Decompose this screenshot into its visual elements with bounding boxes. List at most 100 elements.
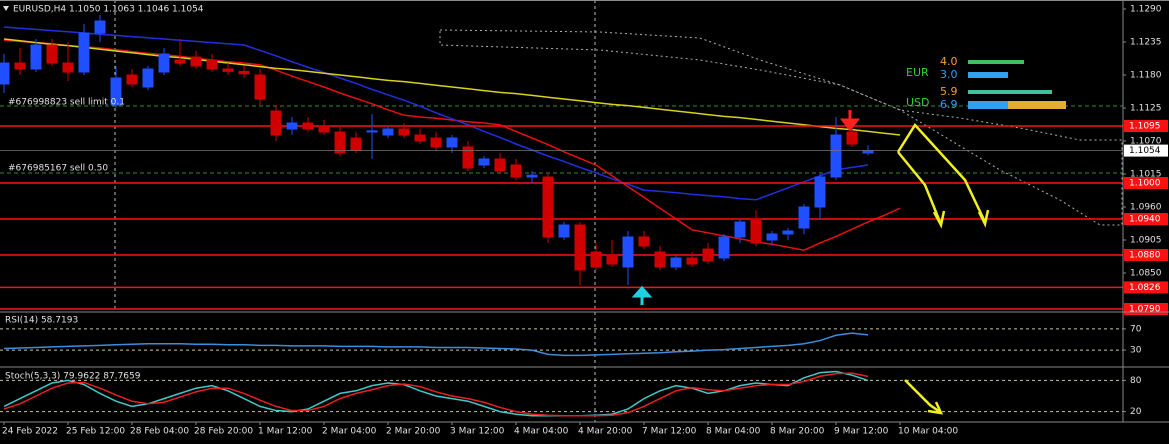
currency: USD: [906, 96, 930, 109]
currency: EUR: [906, 66, 929, 79]
indicator-line: [3, 332, 869, 357]
y-tick-label: 30: [1130, 346, 1142, 356]
strength: 4.0: [940, 55, 958, 68]
forecast-arrows: [896, 122, 990, 415]
level-label: 1.1000: [1129, 179, 1161, 189]
x-tick-label: 8 Mar 04:00: [706, 427, 761, 437]
level-tag: [1124, 120, 1168, 132]
candle-body: [0, 62, 10, 85]
candle-body: [542, 176, 554, 238]
menu-triangle[interactable]: [3, 6, 9, 11]
candle-body: [750, 218, 762, 244]
x-tick-label: 8 Mar 20:00: [770, 427, 825, 437]
y-tick-label: 80: [1130, 376, 1142, 386]
x-tick-label: 24 Feb 2022: [2, 427, 58, 437]
candle-body: [526, 174, 538, 178]
candle-body: [286, 122, 298, 130]
candle-body: [366, 130, 378, 133]
level-tag: [1124, 177, 1168, 189]
candle-body: [478, 158, 490, 166]
x-tick-label: 3 Mar 12:00: [450, 427, 505, 437]
x-tick-label: 25 Feb 12:00: [66, 427, 125, 437]
candle-body: [862, 150, 874, 154]
candle-body: [174, 59, 186, 64]
candle-body: [670, 257, 682, 268]
level-label: 1.1095: [1129, 122, 1161, 132]
candle-body: [270, 110, 282, 136]
y-tick-label: 1.1070: [1130, 137, 1162, 147]
strength: 3.0: [940, 68, 958, 81]
level-label: 1.0940: [1129, 215, 1161, 225]
candle-body: [686, 257, 698, 265]
x-tick-label: 4 Mar 20:00: [578, 427, 633, 437]
candle-body: [110, 77, 122, 106]
candle-body: [62, 62, 74, 73]
candle-body: [718, 236, 730, 259]
strength: 5.9: [940, 85, 958, 98]
x-tick-label: 9 Mar 12:00: [834, 427, 889, 437]
candle-body: [254, 74, 266, 100]
buy-arrow: [631, 285, 653, 305]
candle-body: [462, 146, 474, 169]
strength-bars: [968, 60, 1066, 109]
candle-body: [638, 236, 650, 247]
x-tick-label: 4 Mar 04:00: [514, 427, 569, 437]
y-tick-label: 1.0850: [1130, 269, 1162, 279]
y-tick-label: 1.1290: [1130, 5, 1162, 15]
candle-body: [734, 221, 746, 238]
candle-body: [494, 158, 506, 172]
y-tick-label: 1.0960: [1130, 203, 1162, 213]
level-tag: [1124, 281, 1168, 294]
candle-body: [590, 251, 602, 268]
sell-arrow: [839, 110, 861, 132]
x-tick-label: 2 Mar 20:00: [386, 427, 441, 437]
candle-body: [94, 20, 106, 34]
candle-body: [414, 134, 426, 142]
candle-body: [766, 233, 778, 241]
x-tick-label: 2 Mar 04:00: [322, 427, 377, 437]
candle-body: [142, 68, 154, 88]
candle-body: [606, 254, 618, 265]
level-label: 1.0826: [1129, 283, 1161, 293]
candle-body: [302, 122, 314, 130]
candle-body: [334, 131, 346, 154]
level-tag: [1124, 249, 1168, 261]
last-price-label: 1.1054: [1129, 146, 1161, 156]
y-tick-label: 1.1235: [1130, 38, 1162, 48]
candle-body: [798, 206, 810, 229]
order-label: #676985167 sell 0.50: [8, 164, 108, 174]
candle-body: [622, 236, 634, 268]
candle-body: [30, 44, 42, 70]
candle-body: [702, 248, 714, 262]
y-tick-label: 1.0905: [1130, 236, 1162, 246]
pane-title: RSI(14) 58.7193: [5, 316, 78, 326]
candle-body: [206, 59, 218, 70]
y-tick-label: 70: [1130, 324, 1142, 334]
cloud: [439, 29, 1123, 226]
last-price-tag: [1124, 144, 1168, 157]
candle-body: [318, 125, 330, 133]
candle-body: [814, 176, 826, 208]
candle-body: [382, 128, 394, 136]
candle-body: [398, 128, 410, 136]
x-tick-label: 10 Mar 04:00: [898, 427, 958, 437]
x-tick-label: 28 Feb 20:00: [194, 427, 253, 437]
candle-body: [446, 137, 458, 148]
pane-title: Stoch(5,3,3) 79.9622 87.7659: [5, 372, 141, 382]
candle-body: [238, 70, 250, 75]
candle-body: [46, 44, 58, 64]
level-label: 1.0880: [1129, 251, 1161, 261]
indicator-line: [3, 372, 869, 417]
moving-average: [3, 26, 869, 201]
candle-body: [14, 62, 26, 70]
candle-body: [350, 137, 362, 151]
candle-body: [830, 134, 842, 178]
candle-body: [222, 68, 234, 72]
candle-body: [126, 74, 138, 85]
y-tick-label: 1.1180: [1130, 71, 1162, 81]
candle-body: [510, 164, 522, 178]
candle-body: [430, 137, 442, 148]
candle-body: [158, 53, 170, 73]
y-tick-label: 1.1015: [1130, 170, 1162, 180]
